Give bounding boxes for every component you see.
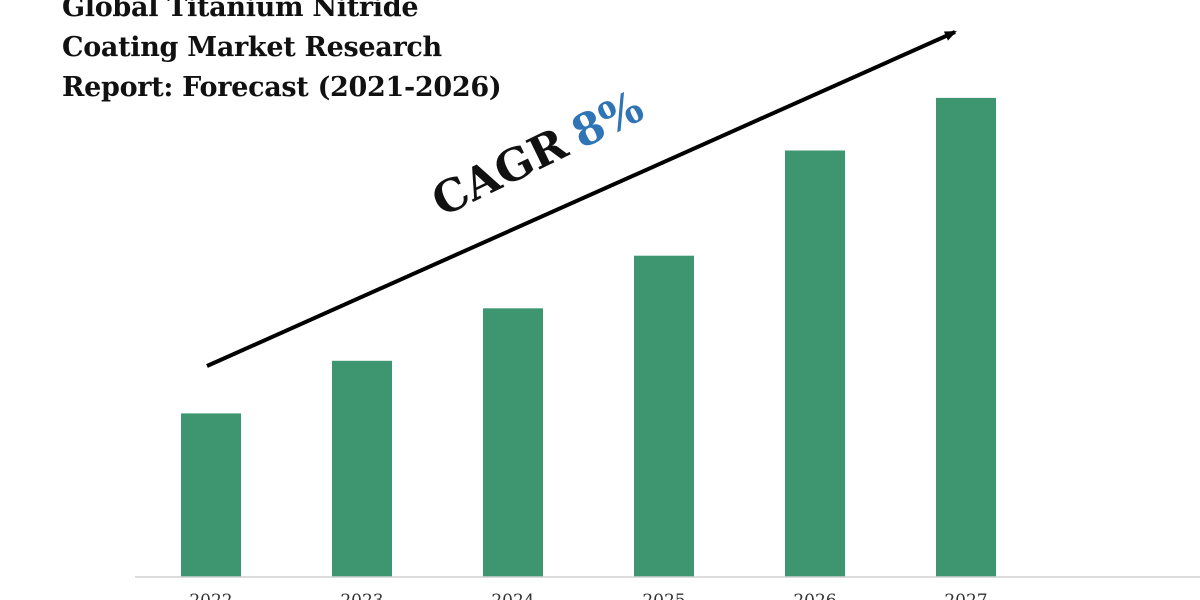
x-tick-label-2027: 2027 — [944, 591, 987, 600]
bar-2027 — [936, 97, 996, 578]
bar-2025 — [634, 255, 694, 577]
title-line-1: Global Titanium Nitride — [62, 0, 419, 23]
title-line-3: Report: Forecast (2021-2026) — [62, 72, 502, 103]
x-tick-label-2026: 2026 — [793, 591, 836, 600]
x-tick-label-2022: 2022 — [189, 591, 232, 600]
chart-title: Global Titanium Nitride Coating Market R… — [62, 0, 502, 108]
bar-2022 — [181, 413, 241, 577]
x-tick-labels: 2022 2023 2024 2025 2026 2027 — [189, 591, 987, 600]
bars — [181, 97, 996, 578]
x-tick-label-2023: 2023 — [340, 591, 383, 600]
bar-2023 — [332, 360, 392, 577]
title-line-2: Coating Market Research — [62, 32, 442, 63]
x-tick-label-2025: 2025 — [642, 591, 685, 600]
bar-2024 — [483, 308, 543, 577]
trend-arrow — [206, 30, 957, 368]
x-tick-label-2024: 2024 — [491, 591, 534, 600]
bar-2026 — [785, 150, 845, 577]
